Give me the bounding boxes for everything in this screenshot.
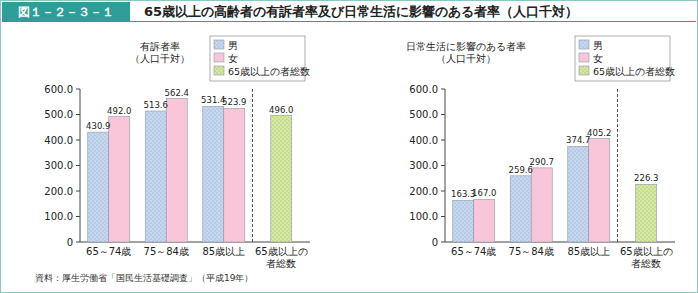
- y-tick-label: 0: [432, 237, 438, 248]
- y-tick-label: 200.0: [44, 186, 73, 197]
- legend-swatch: [579, 40, 589, 49]
- chart: 日常生活に影響のある者率（人口千対） 0 100.0 200.0 300.0 400.0 5…: [406, 36, 675, 269]
- y-axis: [445, 89, 446, 242]
- legend-label: 男: [593, 40, 603, 51]
- x-tick-label: 85歳以上: [202, 246, 245, 257]
- x-tick-label: 65歳以上の者総数: [620, 246, 673, 269]
- bar: [474, 199, 495, 242]
- y-tick-label: 500.0: [409, 109, 438, 120]
- x-tick-label: 65歳以上の者総数: [255, 246, 308, 269]
- chart: 有訴者率（人口千対） 0 100.0 200.0 300.0 400.0 500.0 600.…: [44, 36, 310, 269]
- data-label: 496.0: [269, 105, 293, 115]
- y-tick-label: 600.0: [409, 84, 438, 95]
- data-label: 290.7: [530, 157, 554, 167]
- y-axis-label: （人口千対）: [436, 53, 496, 64]
- bar: [531, 168, 552, 242]
- legend: 男女 65歳以上の者総数: [575, 36, 675, 81]
- separator: [252, 89, 253, 242]
- y-tick: [76, 191, 80, 192]
- data-label: 492.0: [107, 106, 131, 116]
- frame: [1, 1, 698, 293]
- source: 資料：厚生労働省「国民生活基礎調査」（平成19年）: [35, 273, 253, 283]
- legend-swatch: [214, 53, 224, 62]
- y-tick: [76, 114, 80, 115]
- data-label: 523.9: [222, 97, 246, 107]
- header-box: [2, 2, 130, 21]
- y-tick: [441, 216, 445, 217]
- bars: [453, 139, 657, 242]
- bar: [88, 132, 109, 242]
- y-tick: [441, 89, 445, 90]
- bar: [589, 139, 610, 242]
- y-tick-label: 0: [67, 237, 73, 248]
- figure-title: 65歳以上の高齢者の有訴者率及び日常生活に影響のある者率（人口千対）: [144, 4, 578, 19]
- data-label: 513.6: [144, 100, 168, 110]
- y-tick: [441, 114, 445, 115]
- legend-swatch: [214, 66, 224, 75]
- legend-label: 65歳以上の者総数: [593, 66, 675, 77]
- y-tick-label: 300.0: [44, 160, 73, 171]
- y-tick: [76, 89, 80, 90]
- x-tick-label: 75～84歳: [144, 246, 189, 257]
- y-tick: [76, 165, 80, 166]
- bar: [636, 184, 657, 242]
- bar: [271, 116, 292, 242]
- y-tick-label: 300.0: [409, 160, 438, 171]
- x-tick-label-line: 者総数: [266, 258, 296, 269]
- y-axis: [80, 89, 81, 242]
- header-rule: [2, 21, 696, 22]
- legend-swatch: [579, 66, 589, 75]
- x-tick-label: 65～74歳: [451, 246, 496, 257]
- y-axis-label: 日常生活に影響のある者率: [406, 41, 526, 52]
- data-label: 226.3: [634, 173, 658, 183]
- legend-label: 女: [228, 53, 238, 64]
- x-tick-label-line: 者総数: [631, 258, 661, 269]
- bar: [453, 200, 474, 242]
- y-tick-label: 100.0: [44, 211, 73, 222]
- legend-label: 男: [228, 40, 238, 51]
- y-axis-label: （人口千対）: [130, 53, 190, 64]
- y-axis-label: 有訴者率: [140, 41, 180, 52]
- y-tick: [441, 165, 445, 166]
- data-label: 562.4: [165, 88, 189, 98]
- data-labels: 163.3167.0259.6290.7374.7405.2226.3: [451, 128, 658, 200]
- y-tick: [441, 242, 445, 243]
- y-tick: [441, 140, 445, 141]
- y-tick: [76, 216, 80, 217]
- x-tick-label: 65～74歳: [86, 246, 131, 257]
- y-tick-label: 400.0: [44, 135, 73, 146]
- y-tick: [441, 191, 445, 192]
- bar: [109, 117, 130, 242]
- y-tick-label: 600.0: [44, 84, 73, 95]
- bar: [145, 111, 166, 242]
- bar: [510, 176, 531, 242]
- bar: [166, 99, 187, 242]
- figure: 図１－２－３－１ 65歳以上の高齢者の有訴者率及び日常生活に影響のある者率（人口千…: [0, 0, 698, 293]
- x-tick-label-line: 65歳以上の: [620, 246, 673, 257]
- figure-label: 図１－２－３－１: [18, 5, 114, 19]
- data-label: 430.9: [86, 121, 110, 131]
- legend-label: 65歳以上の者総数: [228, 66, 310, 77]
- x-tick-label: 75～84歳: [509, 246, 554, 257]
- y-tick: [76, 242, 80, 243]
- x-tick-label: 85歳以上: [567, 246, 610, 257]
- x-tick-label-line: 65歳以上の: [255, 246, 308, 257]
- data-labels: 430.9492.0513.6562.4531.4523.9496.0: [86, 88, 293, 132]
- y-tick-label: 500.0: [44, 109, 73, 120]
- legend-label: 女: [593, 53, 603, 64]
- y-tick: [76, 140, 80, 141]
- y-tick-label: 200.0: [409, 186, 438, 197]
- legend-swatch: [214, 40, 224, 49]
- y-tick-label: 100.0: [409, 211, 438, 222]
- bars: [88, 99, 292, 242]
- data-label: 405.2: [587, 128, 611, 138]
- bar: [568, 146, 589, 242]
- y-tick-label: 400.0: [409, 135, 438, 146]
- data-label: 167.0: [472, 188, 496, 198]
- bar: [224, 108, 245, 242]
- bar: [203, 106, 224, 242]
- separator: [617, 89, 618, 242]
- legend-swatch: [579, 53, 589, 62]
- legend: 男女 65歳以上の者総数: [210, 36, 310, 81]
